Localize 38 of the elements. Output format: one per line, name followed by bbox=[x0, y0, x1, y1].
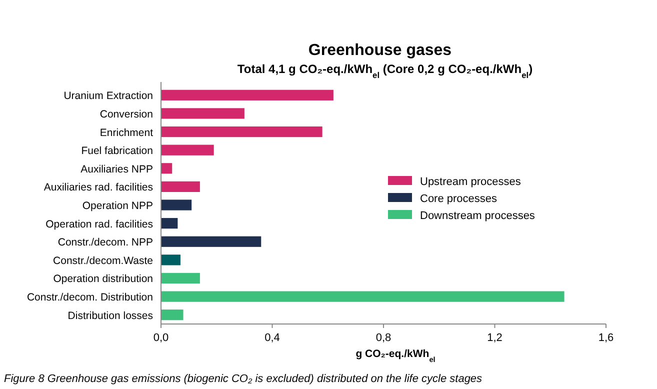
bar bbox=[161, 108, 244, 119]
bar bbox=[161, 218, 178, 229]
legend-label: Downstream processes bbox=[420, 210, 536, 222]
x-tick-label: 0,4 bbox=[264, 332, 280, 344]
bar bbox=[161, 181, 200, 192]
chart-subtitle: Total 4,1 g CO₂-eq./kWh$_{el}$ (Core 0,2 g CO₂-eq./kWh$_{el}$) bbox=[237, 62, 533, 80]
y-tick-label: Operation rad. facilities bbox=[46, 218, 153, 230]
caption: Figure 8 Greenhouse gas emissions (biogenic CO₂ is excluded) distributed on the life cycle stages bbox=[4, 373, 483, 385]
legend-label: Core processes bbox=[420, 193, 498, 205]
bar bbox=[161, 126, 322, 138]
bar bbox=[161, 236, 262, 247]
bar bbox=[161, 272, 200, 284]
bar bbox=[161, 310, 184, 320]
y-tick-label: Auxiliaries NPP bbox=[80, 163, 153, 176]
bar bbox=[161, 200, 192, 210]
bar bbox=[161, 254, 180, 266]
bar bbox=[161, 163, 172, 174]
y-tick-label: Enrichment bbox=[100, 126, 154, 139]
y-tick-label: Conversion bbox=[100, 108, 154, 120]
y-tick-label: Operation NPP bbox=[82, 200, 153, 212]
y-tick-label: Operation distribution bbox=[53, 273, 154, 286]
bar bbox=[161, 144, 214, 156]
x-tick-label: 1,2 bbox=[487, 332, 502, 344]
y-tick-label: Auxiliaries rad. facilities bbox=[44, 182, 153, 194]
y-tick-label: Fuel fabrication bbox=[81, 145, 154, 158]
legend-label: Upstream processes bbox=[420, 176, 522, 188]
y-tick-label: Constr./decom.Waste bbox=[53, 254, 154, 267]
bar bbox=[161, 291, 564, 302]
y-tick-label: Uranium Extraction bbox=[64, 90, 154, 102]
x-tick-label: 0,0 bbox=[153, 332, 169, 344]
x-tick-label: 1,6 bbox=[598, 332, 614, 344]
x-axis-title: g CO₂-eq./kWh$_{el}$ bbox=[356, 348, 436, 364]
y-tick-label: Distribution losses bbox=[68, 310, 153, 322]
x-tick-label: 0,8 bbox=[376, 332, 392, 344]
y-tick-label: Constr./decom. NPP bbox=[58, 236, 153, 249]
chart-title: Greenhouse gases bbox=[308, 42, 452, 59]
bar bbox=[161, 90, 334, 100]
y-tick-label: Constr./decom. Distribution bbox=[26, 292, 154, 304]
